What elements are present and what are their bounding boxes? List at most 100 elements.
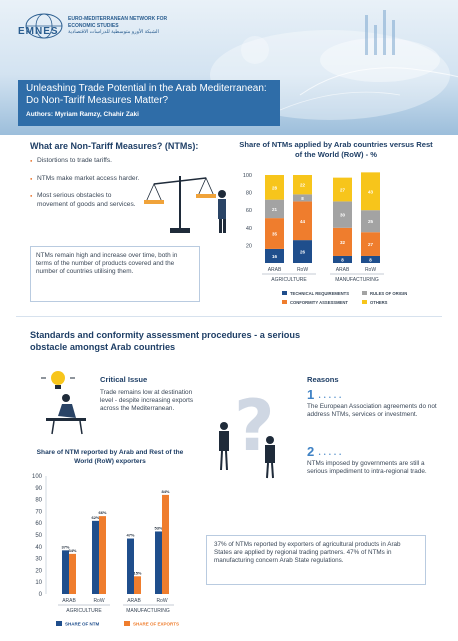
legend-label: OTHERS	[370, 300, 388, 305]
y-tick-label: 80	[246, 191, 252, 197]
lightbulb-person-icon	[36, 368, 91, 438]
reason-2-number: 2 • • • • •	[307, 443, 342, 461]
reason-number: 1	[307, 387, 314, 402]
org-name-ar: الشبكة الأورو متوسطية للدراسات الاقتصادي…	[68, 29, 178, 36]
y-tick-label: 20	[246, 243, 252, 249]
y-tick-label: 80	[35, 498, 42, 504]
scale-illustration-icon	[140, 168, 235, 243]
reason-dots: • • • • •	[319, 452, 342, 458]
critical-issue-text: Trade remains low at destination level -…	[100, 389, 200, 413]
y-tick-label: 0	[39, 592, 43, 598]
data-label: 15%	[133, 570, 141, 575]
data-label: 66%	[98, 510, 106, 515]
legend-swatch	[282, 291, 287, 295]
data-label: 32	[340, 240, 346, 245]
ntm-info-box: NTMs remain high and increase over time,…	[30, 246, 200, 302]
legend-label: TECHNICAL REQUIREMENTS	[290, 291, 349, 296]
data-label: 16	[272, 254, 278, 259]
fact-box: 37% of NTMs reported by exporters of agr…	[206, 535, 426, 585]
data-label: 21	[272, 207, 278, 212]
y-tick-label: 40	[35, 545, 42, 551]
y-tick-label: 100	[243, 173, 252, 179]
bar	[134, 576, 141, 594]
group-label: AGRICULTURE	[271, 277, 307, 283]
data-label: 84%	[161, 489, 169, 494]
authors: Authors: Myriam Ramzy, Chahir Zaki	[26, 111, 276, 118]
group-label: AGRICULTURE	[66, 608, 102, 614]
legend-label: CONFORMITY ASSESSMENT	[290, 300, 348, 305]
ntm-heading: What are Non-Tariff Measures? (NTMs):	[30, 141, 198, 151]
x-tick-label: RoW	[156, 598, 167, 604]
bar	[155, 531, 162, 594]
reason-1-text: The European Association agreements do n…	[307, 403, 437, 419]
bar	[92, 521, 99, 594]
x-tick-label: RoW	[365, 267, 376, 273]
x-tick-label: ARAB	[127, 598, 141, 604]
data-label: 27	[340, 188, 346, 193]
logo-wordmark: EMNES	[18, 26, 59, 37]
legend-label: SHARE OF NTM	[65, 622, 100, 627]
y-tick-label: 60	[35, 521, 42, 527]
reasons-heading: Reasons	[307, 375, 339, 384]
y-tick-label: 60	[246, 208, 252, 214]
reason-2-text: NTMs imposed by governments are still a …	[307, 460, 435, 476]
data-label: 30	[340, 213, 346, 218]
y-tick-label: 30	[35, 557, 42, 563]
data-label: 47%	[126, 533, 134, 538]
page-title: Unleashing Trade Potential in the Arab M…	[26, 83, 276, 107]
data-label: 25	[368, 219, 374, 224]
bar	[127, 539, 134, 594]
ntm-bullets: Distortions to trade tariffs. NTMs make …	[30, 157, 140, 218]
y-tick-label: 40	[246, 226, 252, 232]
bar	[99, 516, 106, 594]
x-tick-label: ARAB	[336, 267, 350, 273]
y-tick-label: 70	[35, 509, 42, 515]
data-label: 26	[300, 250, 306, 255]
data-label: 22	[300, 183, 306, 188]
x-tick-label: RoW	[297, 267, 308, 273]
data-label: 53%	[154, 525, 162, 530]
x-tick-label: RoW	[93, 598, 104, 604]
stacked-bar-chart: 20 40 60 80 100 16 35 21 28 ARAB 26 44 8 22 RoW 8 32 30 27…	[230, 165, 450, 315]
bar	[162, 495, 169, 594]
legend-label: RULES OF ORIGIN	[370, 291, 407, 296]
section-divider	[16, 316, 442, 317]
legend-swatch	[282, 300, 287, 304]
bullet-item: NTMs make market access harder.	[30, 175, 140, 184]
grouped-bar-chart: 010203040506070809010037%34%ARAB62%66%Ro…	[24, 468, 204, 638]
bullet-item: Most serious obstacles to movement of go…	[30, 192, 140, 209]
legend-swatch	[362, 291, 367, 295]
legend-swatch	[124, 621, 130, 626]
x-tick-label: ARAB	[268, 267, 282, 273]
y-tick-label: 90	[35, 486, 42, 492]
data-label: 28	[272, 185, 278, 190]
group-label: MANUFACTURING	[335, 277, 379, 283]
org-name: EURO-MEDITERRANEAN NETWORK FOR ECONOMIC …	[68, 16, 178, 36]
x-tick-label: ARAB	[62, 598, 76, 604]
org-name-en: EURO-MEDITERRANEAN NETWORK FOR ECONOMIC …	[68, 16, 178, 29]
y-tick-label: 20	[35, 568, 42, 574]
data-label: 34%	[68, 548, 76, 553]
chart1-title: Share of NTMs applied by Arab countries …	[236, 140, 436, 159]
data-label: 62%	[91, 515, 99, 520]
y-tick-label: 50	[35, 533, 42, 539]
standards-heading: Standards and conformity assessment proc…	[30, 330, 330, 353]
data-label: 27	[368, 242, 374, 247]
reason-dots: • • • • •	[319, 395, 342, 401]
bar	[69, 554, 76, 594]
data-label: 43	[368, 189, 374, 194]
reason-1-number: 1 • • • • •	[307, 386, 342, 404]
y-tick-label: 100	[32, 474, 43, 480]
reason-number: 2	[307, 444, 314, 459]
chart2-title: Share of NTM reported by Arab and Rest o…	[30, 449, 190, 466]
critical-issue-heading: Critical Issue	[100, 375, 147, 384]
legend-swatch	[362, 300, 367, 304]
data-label: 44	[300, 219, 306, 224]
bullet-item: Distortions to trade tariffs.	[30, 157, 140, 166]
group-label: MANUFACTURING	[126, 608, 170, 614]
data-label: 35	[272, 232, 278, 237]
legend-label: SHARE OF EXPORTS	[133, 622, 179, 627]
question-mark-person-icon: ?	[212, 388, 302, 480]
legend-swatch	[56, 621, 62, 626]
y-tick-label: 10	[35, 580, 42, 586]
